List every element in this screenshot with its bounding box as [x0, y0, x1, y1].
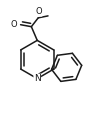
Text: N: N: [34, 74, 41, 83]
Text: O: O: [35, 7, 42, 16]
Text: O: O: [10, 20, 17, 29]
